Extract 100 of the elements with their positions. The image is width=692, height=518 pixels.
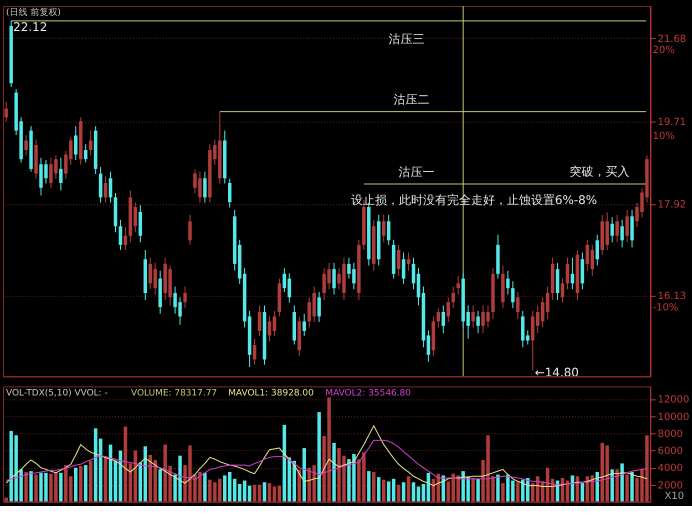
candlestick bbox=[138, 204, 142, 243]
candlestick bbox=[108, 171, 112, 204]
y-tick-label: 4000 bbox=[658, 463, 683, 474]
candlestick bbox=[302, 313, 306, 336]
candlestick bbox=[317, 291, 321, 322]
bar bbox=[625, 474, 629, 502]
candlestick bbox=[560, 278, 564, 304]
bar bbox=[372, 472, 376, 502]
annotation: VOLUME: 78317.77 bbox=[131, 388, 218, 398]
bar bbox=[29, 471, 33, 502]
bar bbox=[576, 476, 580, 502]
bar bbox=[298, 469, 302, 502]
y2-tick-label: 20% bbox=[652, 45, 675, 56]
bar bbox=[203, 472, 207, 502]
ref-line-label: 沽压三 bbox=[388, 32, 425, 46]
bar bbox=[570, 475, 574, 502]
bar bbox=[406, 476, 410, 502]
candlestick bbox=[630, 209, 634, 248]
y2-tick-label: 10% bbox=[652, 130, 675, 142]
candlestick bbox=[183, 286, 187, 309]
candlestick bbox=[436, 308, 440, 328]
bar bbox=[24, 472, 28, 502]
candlestick bbox=[396, 244, 400, 276]
candlestick bbox=[88, 130, 92, 156]
candlestick bbox=[446, 296, 450, 322]
y-tick-label: 17.92 bbox=[658, 200, 686, 211]
candlestick bbox=[442, 304, 446, 334]
candlestick bbox=[98, 166, 102, 204]
annotation: 22.12 bbox=[13, 20, 48, 34]
bar bbox=[4, 498, 8, 502]
bar bbox=[496, 474, 500, 502]
annotation: 突破，买入 bbox=[569, 164, 630, 178]
bar bbox=[302, 448, 306, 502]
candlestick bbox=[228, 178, 232, 208]
candlestick bbox=[386, 214, 390, 246]
bar bbox=[104, 456, 108, 502]
candlestick bbox=[456, 275, 460, 296]
ref-line-label: 沽压一 bbox=[398, 164, 435, 179]
bar bbox=[610, 469, 614, 502]
bar bbox=[382, 480, 386, 502]
candlestick bbox=[506, 270, 510, 296]
candlestick bbox=[402, 252, 406, 284]
bar bbox=[630, 472, 634, 502]
bar bbox=[396, 484, 400, 502]
text: MAVOL1: 38928.00 bbox=[228, 388, 314, 398]
line-series bbox=[6, 440, 648, 486]
candlestick bbox=[258, 304, 262, 336]
y-tick-label: 16.13 bbox=[658, 291, 686, 302]
text: MAVOL2: 35546.80 bbox=[325, 388, 412, 398]
y2-tick-label: -10% bbox=[652, 302, 678, 314]
y-tick-label: 6000 bbox=[658, 446, 683, 458]
candlestick bbox=[620, 219, 624, 248]
candlestick bbox=[252, 338, 256, 366]
candlestick bbox=[118, 219, 122, 250]
ref-line-label: 沽压二 bbox=[394, 92, 430, 107]
candlestick bbox=[452, 286, 455, 309]
candlestick bbox=[471, 304, 475, 328]
bar bbox=[88, 460, 92, 502]
candlestick bbox=[84, 144, 88, 163]
bar bbox=[471, 478, 475, 502]
chart-title: VOL-TDX(5,10) VVOL: - bbox=[6, 388, 108, 398]
bar bbox=[74, 468, 78, 502]
bar bbox=[556, 480, 560, 502]
bar bbox=[332, 442, 336, 502]
candlestick bbox=[615, 214, 619, 243]
y-tick-label: 21.68 bbox=[658, 34, 686, 45]
chart-title: (日线 前复权) bbox=[6, 7, 61, 18]
y-tick-label: 19.71 bbox=[658, 116, 686, 128]
y-tick-label: 12000 bbox=[658, 394, 690, 406]
candlestick bbox=[74, 126, 78, 161]
candlestick bbox=[511, 280, 515, 309]
bar bbox=[615, 469, 619, 502]
candlestick bbox=[4, 102, 8, 122]
candlestick bbox=[610, 216, 614, 243]
bar bbox=[158, 469, 162, 502]
bar bbox=[516, 482, 520, 502]
candlestick bbox=[406, 252, 410, 272]
candlestick bbox=[476, 310, 480, 334]
candlestick bbox=[566, 257, 570, 290]
bar bbox=[620, 463, 624, 502]
bar bbox=[78, 466, 82, 502]
candlestick bbox=[124, 226, 128, 250]
bar bbox=[442, 475, 446, 502]
candlestick bbox=[332, 262, 336, 296]
candlestick bbox=[59, 157, 63, 192]
candlestick bbox=[24, 134, 28, 156]
bar bbox=[596, 472, 600, 502]
bar bbox=[59, 472, 63, 502]
candlestick bbox=[570, 257, 574, 290]
bar bbox=[501, 483, 505, 502]
candlestick bbox=[104, 176, 108, 204]
bar bbox=[317, 412, 321, 502]
candlestick bbox=[382, 214, 386, 243]
line-series bbox=[6, 425, 648, 488]
y-tick-label: 8000 bbox=[658, 428, 683, 440]
candlestick bbox=[556, 262, 560, 301]
bar bbox=[34, 474, 38, 502]
candlestick bbox=[203, 171, 207, 204]
candlestick bbox=[516, 291, 520, 320]
bar bbox=[84, 465, 88, 502]
